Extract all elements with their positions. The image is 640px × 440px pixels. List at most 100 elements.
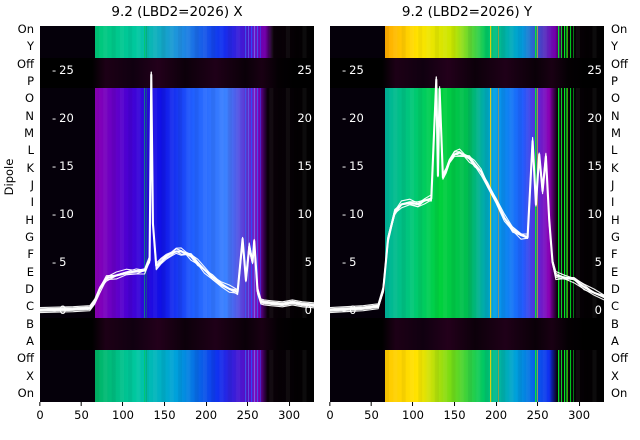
xtick-200: 200 [485, 402, 507, 422]
inner-ytick-25: 25 [587, 63, 602, 77]
category-label-1: Y [611, 39, 619, 54]
xtick-mark [80, 402, 82, 406]
category-axis-left: On Y Off P O N M L K J I H G F E D C B A Off X On [2, 22, 38, 402]
heat-band-main [330, 88, 604, 318]
inner-ytick-25: -25 [52, 63, 74, 77]
category-label-14: E [611, 264, 619, 279]
xtick-mark [537, 402, 539, 406]
xtick-50: 50 [74, 402, 89, 422]
category-label-18: A [611, 334, 619, 348]
plot-area-right[interactable]: -25 25-20 20-15 15-10 10-5 5-0 0 [330, 26, 604, 402]
plot-area-left[interactable]: -25 25-20 20-15 15-10 10-5 5-0 0 [40, 26, 314, 402]
xtick-label: 50 [74, 408, 89, 422]
category-label-2: Off [17, 56, 34, 71]
inner-ytick-20: -20 [52, 111, 74, 125]
xtick-mark [122, 402, 124, 406]
tick-dash: - [342, 111, 347, 125]
category-label-20: X [611, 368, 619, 383]
category-label-13: F [611, 247, 618, 262]
xtick-150: 150 [154, 402, 176, 422]
inner-ytick-20: 20 [587, 111, 602, 125]
xtick-mark [39, 402, 41, 406]
category-label-8: K [26, 160, 34, 175]
tick-value: 5 [594, 255, 602, 269]
tick-value: 10 [59, 207, 74, 221]
tick-dash: - [342, 303, 347, 317]
xtick-200: 200 [195, 402, 217, 422]
tick-dash: - [342, 255, 347, 269]
category-label-18: A [26, 334, 34, 348]
inner-ytick-10: -10 [52, 207, 74, 221]
category-label-4: O [24, 91, 34, 106]
category-label-0: On [17, 22, 34, 36]
tick-value: 25 [297, 63, 312, 77]
inner-ytick-20: 20 [297, 111, 312, 125]
xtick-mark [205, 402, 207, 406]
tick-value: 5 [59, 255, 67, 269]
inner-ytick-5: -5 [342, 255, 356, 269]
tick-dash: - [342, 63, 347, 77]
category-label-9: J [611, 178, 615, 192]
xtick-mark [454, 402, 456, 406]
category-label-6: M [24, 126, 34, 140]
tick-value: 20 [587, 111, 602, 125]
category-label-12: G [611, 230, 620, 244]
xtick-label: 50 [364, 408, 379, 422]
y-axis-label: Dipole [2, 158, 16, 196]
category-label-16: C [611, 299, 620, 314]
heat-band-bottom [330, 350, 604, 402]
xtick-mark [578, 402, 580, 406]
xtick-mark [247, 402, 249, 406]
category-label-2: Off [611, 56, 628, 71]
xtick-label: 300 [278, 408, 301, 422]
inner-ytick-0: 0 [595, 303, 602, 317]
xtick-label: 150 [153, 408, 176, 422]
tick-value: 15 [297, 159, 312, 173]
tick-value: 15 [587, 159, 602, 173]
xtick-50: 50 [364, 402, 379, 422]
inner-ytick-15: 15 [587, 159, 602, 173]
category-label-19: Off [611, 351, 628, 366]
category-label-0: On [611, 22, 628, 36]
tick-value: 25 [59, 63, 74, 77]
inner-ytick-10: 10 [297, 207, 312, 221]
xtick-label: 200 [485, 408, 508, 422]
tick-value: 15 [349, 159, 364, 173]
tick-value: 20 [297, 111, 312, 125]
category-label-3: P [611, 74, 618, 88]
tick-value: 20 [349, 111, 364, 125]
xtick-label: 100 [112, 408, 134, 422]
category-label-15: D [25, 282, 34, 296]
category-label-16: C [25, 299, 34, 314]
xtick-mark [329, 402, 331, 406]
heat-gap-mask [330, 318, 604, 350]
xtick-mark [370, 402, 372, 406]
category-label-9: J [30, 178, 34, 192]
category-label-6: M [611, 126, 621, 140]
inner-ytick-0: 0 [305, 303, 312, 317]
heat-band-top [40, 26, 314, 58]
inner-ytick-10: 10 [587, 207, 602, 221]
xtick-0: 0 [36, 402, 44, 422]
category-label-21: On [17, 386, 34, 400]
category-label-21: On [611, 386, 628, 400]
tick-value: 25 [587, 63, 602, 77]
category-label-5: N [25, 108, 34, 123]
category-label-10: I [30, 195, 34, 210]
x-axis-right: 0 50 100 150 200 250 300 [326, 402, 604, 436]
category-label-8: K [611, 160, 619, 175]
xtick-label: 250 [236, 408, 259, 422]
xtick-300: 300 [568, 402, 590, 422]
tick-dash: - [342, 159, 347, 173]
xtick-150: 150 [444, 402, 466, 422]
tick-dash: - [52, 63, 57, 77]
heat-gap-mask [330, 58, 604, 88]
xtick-label: 300 [568, 408, 591, 422]
category-label-20: X [26, 368, 34, 383]
xtick-label: 0 [326, 408, 334, 422]
xtick-250: 250 [237, 402, 259, 422]
inner-ytick-15: 15 [297, 159, 312, 173]
inner-ytick-25: 25 [297, 63, 312, 77]
category-label-12: G [25, 230, 34, 244]
category-label-10: I [611, 195, 615, 210]
